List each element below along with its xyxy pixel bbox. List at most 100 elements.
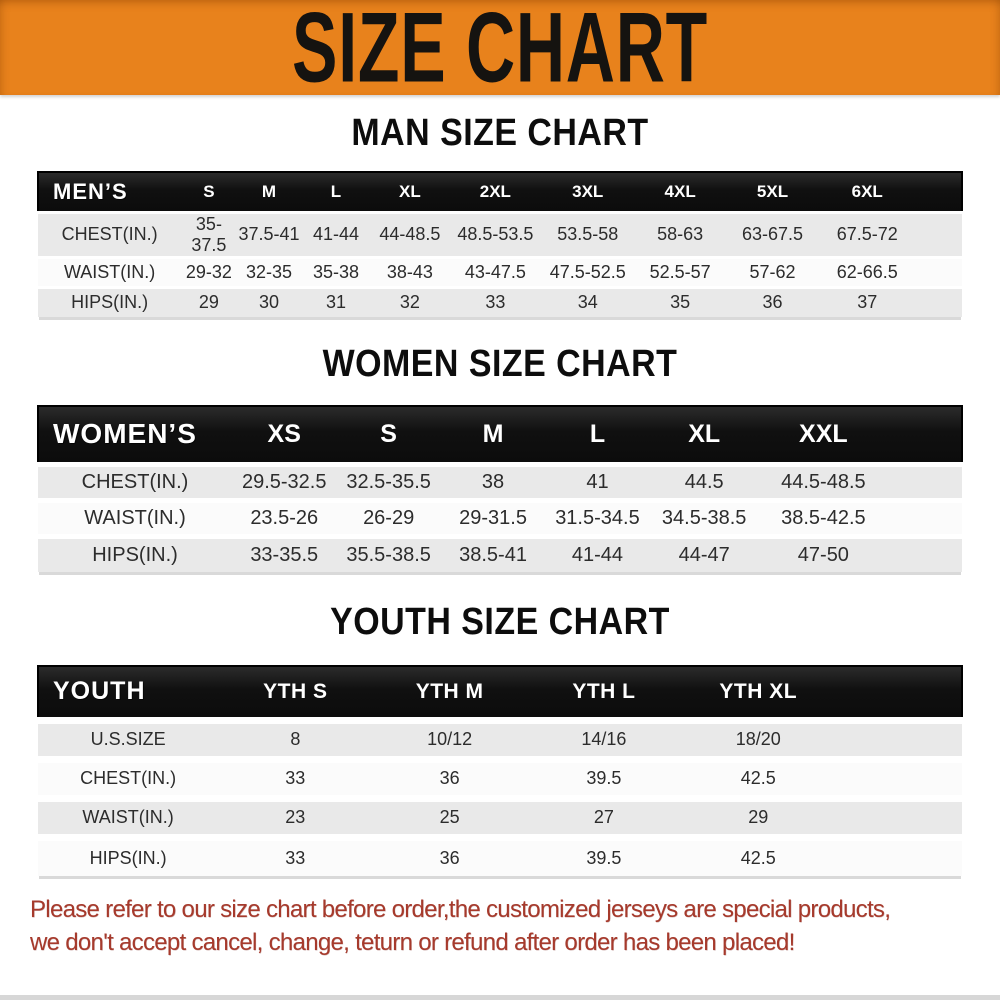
row-filler [915, 210, 962, 257]
size-value: 34 [541, 285, 634, 317]
row-filler [888, 497, 962, 536]
men-size-col-header: 5XL [726, 171, 819, 213]
women-size-col-header: XL [649, 405, 759, 465]
size-value: 32-35 [236, 255, 302, 287]
row-filler [835, 716, 962, 759]
women-size-table: WOMEN’S XS S M L XL XXL CHEST(IN.) 29.5-… [36, 405, 963, 572]
row-label: WAIST(IN.) [38, 255, 182, 287]
men-table-corner-label: MEN’S [36, 171, 182, 213]
youth-size-col-header: YTH L [526, 665, 682, 721]
row-filler [888, 461, 962, 500]
men-size-col-header: 2XL [449, 171, 542, 213]
banner-title: SIZE CHART [292, 0, 708, 103]
men-size-col-header: 3XL [541, 171, 634, 213]
size-value: 47-50 [758, 533, 889, 572]
youth-header-filler [835, 665, 963, 721]
size-value: 29-31.5 [440, 497, 546, 536]
men-chest-row: CHEST(IN.) 35-37.5 37.5-41 41-44 44-48.5… [38, 210, 962, 257]
row-filler [915, 285, 962, 317]
size-value: 44-48.5 [370, 210, 450, 257]
size-value: 10/12 [372, 716, 527, 759]
row-label: CHEST(IN.) [38, 210, 182, 257]
row-filler [888, 533, 962, 572]
size-value: 35.5-38.5 [336, 533, 441, 572]
women-header-filler [888, 405, 963, 465]
size-value: 39.5 [526, 755, 682, 798]
size-value: 29 [681, 794, 836, 837]
youth-ussize-row: U.S.SIZE 8 10/12 14/16 18/20 [38, 716, 962, 759]
men-header-filler [915, 171, 964, 213]
women-size-col-header: XS [232, 405, 337, 465]
row-label: U.S.SIZE [38, 716, 219, 759]
size-value: 44.5-48.5 [758, 461, 889, 500]
size-value: 32.5-35.5 [336, 461, 441, 500]
youth-size-col-header: YTH M [372, 665, 527, 721]
youth-chest-row: CHEST(IN.) 33 36 39.5 42.5 [38, 755, 962, 798]
men-size-col-header: 4XL [633, 171, 727, 213]
women-section-heading: WOMEN SIZE CHART [322, 342, 678, 385]
size-value: 35-37.5 [181, 210, 237, 257]
men-size-col-header: S [181, 171, 237, 213]
size-chart-banner: SIZE CHART [0, 0, 1000, 103]
bottom-edge-strip [0, 995, 1000, 1000]
size-value: 41-44 [301, 210, 371, 257]
women-table-header-row: WOMEN’S XS S M L XL XXL [36, 405, 963, 465]
size-value: 8 [218, 716, 373, 759]
row-label: CHEST(IN.) [38, 461, 233, 500]
size-value: 30 [236, 285, 302, 317]
youth-hips-row: HIPS(IN.) 33 36 39.5 42.5 [38, 833, 962, 876]
youth-size-col-header: YTH XL [681, 665, 836, 721]
size-value: 23.5-26 [232, 497, 337, 536]
women-size-col-header: L [545, 405, 650, 465]
size-value: 48.5-53.5 [449, 210, 542, 257]
row-label: HIPS(IN.) [38, 833, 219, 876]
size-value: 36 [372, 833, 527, 876]
size-value: 42.5 [681, 755, 836, 798]
footer-note: Please refer to our size chart before or… [30, 893, 1000, 959]
size-value: 36 [372, 755, 527, 798]
size-value: 33 [449, 285, 542, 317]
youth-waist-row: WAIST(IN.) 23 25 27 29 [38, 794, 962, 837]
size-value: 14/16 [526, 716, 682, 759]
size-value: 29 [181, 285, 237, 317]
youth-table-header-row: YOUTH YTH S YTH M YTH L YTH XL [36, 665, 963, 721]
row-filler [835, 833, 962, 876]
size-value: 23 [218, 794, 373, 837]
men-section-heading: MAN SIZE CHART [351, 111, 649, 154]
size-value: 37 [818, 285, 916, 317]
row-label: HIPS(IN.) [38, 285, 182, 317]
women-waist-row: WAIST(IN.) 23.5-26 26-29 29-31.5 31.5-34… [38, 497, 962, 536]
women-section: WOMEN SIZE CHART WOMEN’S XS S M L XL XXL [0, 342, 1000, 572]
size-value: 63-67.5 [726, 210, 819, 257]
size-value: 44-47 [649, 533, 759, 572]
size-value: 33 [218, 833, 373, 876]
men-hips-row: HIPS(IN.) 29 30 31 32 33 34 35 36 37 [38, 285, 962, 317]
women-hips-row: HIPS(IN.) 33-35.5 35.5-38.5 38.5-41 41-4… [38, 533, 962, 572]
youth-section: YOUTH SIZE CHART YOUTH YTH S YTH M YTH L… [0, 600, 1000, 876]
youth-size-table: YOUTH YTH S YTH M YTH L YTH XL U.S.SIZE … [36, 665, 963, 876]
men-size-col-header: L [301, 171, 371, 213]
women-chest-row: CHEST(IN.) 29.5-32.5 32.5-35.5 38 41 44.… [38, 461, 962, 500]
women-table-corner-label: WOMEN’S [36, 405, 233, 465]
men-size-col-header: M [236, 171, 302, 213]
size-value: 47.5-52.5 [541, 255, 634, 287]
size-value: 32 [370, 285, 450, 317]
size-value: 29-32 [181, 255, 237, 287]
size-value: 34.5-38.5 [649, 497, 759, 536]
row-label: HIPS(IN.) [38, 533, 233, 572]
youth-size-col-header: YTH S [218, 665, 373, 721]
men-table-header-row: MEN’S S M L XL 2XL 3XL 4XL 5XL 6XL [36, 171, 964, 213]
size-value: 41 [545, 461, 650, 500]
men-size-table: MEN’S S M L XL 2XL 3XL 4XL 5XL 6XL CHEST… [36, 171, 964, 317]
youth-section-heading: YOUTH SIZE CHART [330, 600, 670, 643]
size-value: 35 [633, 285, 727, 317]
size-value: 18/20 [681, 716, 836, 759]
size-value: 67.5-72 [818, 210, 916, 257]
size-value: 38-43 [370, 255, 450, 287]
size-value: 38.5-41 [440, 533, 546, 572]
size-value: 27 [526, 794, 682, 837]
size-value: 31 [301, 285, 371, 317]
size-value: 44.5 [649, 461, 759, 500]
size-value: 38 [440, 461, 546, 500]
footer-note-line-1: Please refer to our size chart before or… [30, 896, 891, 923]
